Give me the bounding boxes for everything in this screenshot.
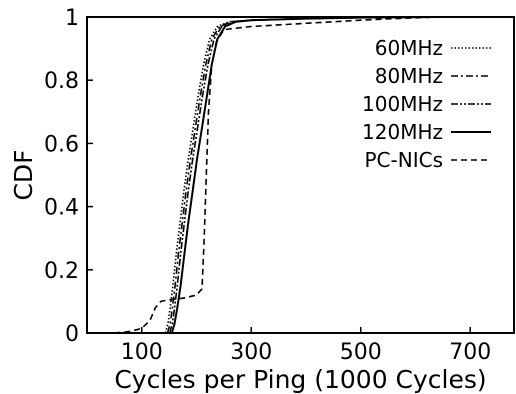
y-tick-label: 0.2 — [44, 259, 79, 284]
series-layer — [114, 16, 438, 334]
plot-frame — [86, 16, 515, 334]
legend-label: 100MHz — [362, 92, 443, 116]
legend-label: 120MHz — [362, 120, 443, 144]
x-tick-label: 500 — [340, 340, 382, 365]
legend-label: 60MHz — [375, 36, 443, 60]
series-line-100mhz — [168, 16, 438, 334]
x-tick-label: 300 — [230, 340, 272, 365]
legend-label: PC-NICs — [365, 148, 444, 172]
x-tick-label: 100 — [121, 340, 163, 365]
series-line-pc-nics — [114, 16, 438, 334]
y-tick-label: 0.4 — [44, 196, 79, 221]
y-tick-label: 0 — [65, 322, 79, 347]
y-tick-label: 0.6 — [44, 132, 79, 157]
legend-label: 80MHz — [375, 64, 443, 88]
x-tick-label: 700 — [449, 340, 491, 365]
ticks-layer: 100 300 500 700 0 0.2 0.4 0.6 0.8 1 — [44, 6, 491, 365]
series-line-120mhz — [170, 16, 438, 334]
y-axis-title: CDF — [9, 149, 38, 200]
y-tick-label: 1 — [65, 6, 79, 31]
x-axis-title: Cycles per Ping (1000 Cycles) — [114, 365, 486, 394]
legend: 60MHz 80MHz 100MHz 120MHz PC-NICs — [362, 36, 491, 172]
y-tick-label: 0.8 — [44, 69, 79, 94]
